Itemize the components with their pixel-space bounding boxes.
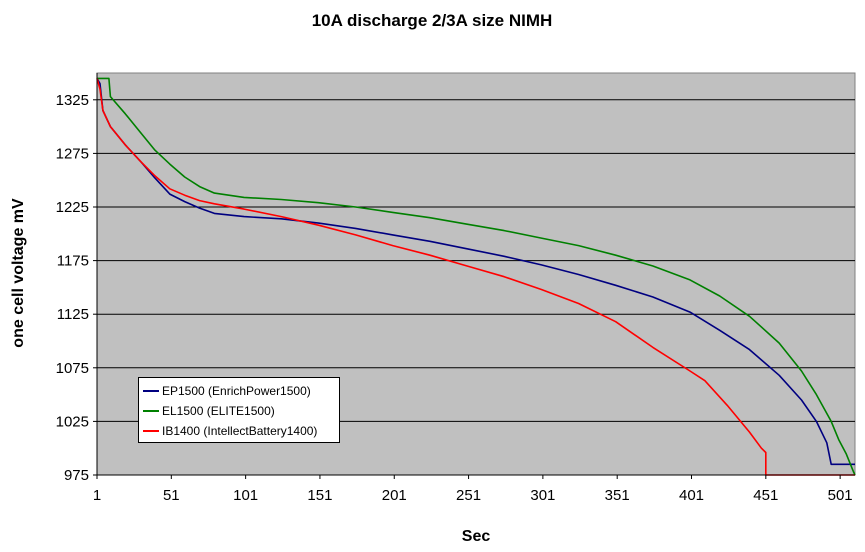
y-tick-label-1125: 1125 <box>57 306 89 323</box>
y-tick-label-1275: 1275 <box>56 145 89 162</box>
x-tick-label-1: 1 <box>93 487 101 504</box>
legend-item-ep1500: EP1500 (EnrichPower1500) <box>143 381 335 401</box>
y-tick-label-1225: 1225 <box>56 199 89 216</box>
legend-label-el1500: EL1500 (ELITE1500) <box>162 404 275 418</box>
x-tick-label-301: 301 <box>530 487 555 504</box>
chart-title: 10A discharge 2/3A size NIMH <box>312 11 553 30</box>
x-tick-label-401: 401 <box>679 487 704 504</box>
legend-label-ib1400: IB1400 (IntellectBattery1400) <box>162 424 318 438</box>
y-axis-label: one cell voltage mV <box>10 198 27 348</box>
y-tick-label-1325: 1325 <box>56 92 89 109</box>
legend-item-el1500: EL1500 (ELITE1500) <box>143 401 335 421</box>
y-tick-label-975: 975 <box>64 467 89 484</box>
legend-swatch-ib1400 <box>143 430 159 432</box>
x-tick-label-451: 451 <box>753 487 778 504</box>
x-tick-label-151: 151 <box>307 487 332 504</box>
legend-label-ep1500: EP1500 (EnrichPower1500) <box>162 384 311 398</box>
x-tick-label-51: 51 <box>163 487 180 504</box>
legend-item-ib1400: IB1400 (IntellectBattery1400) <box>143 421 335 441</box>
legend-swatch-el1500 <box>143 410 159 412</box>
x-tick-label-501: 501 <box>828 487 853 504</box>
x-tick-label-251: 251 <box>456 487 481 504</box>
series-line-2 <box>96 78 855 476</box>
x-tick-label-351: 351 <box>605 487 630 504</box>
series-line-1 <box>97 77 856 476</box>
series-lines <box>96 77 856 476</box>
x-axis-label: Sec <box>462 528 491 545</box>
legend-swatch-ep1500 <box>143 390 159 392</box>
y-tick-label-1025: 1025 <box>56 413 89 430</box>
y-tick-label-1175: 1175 <box>57 253 89 270</box>
x-tick-label-201: 201 <box>382 487 407 504</box>
x-tick-label-101: 101 <box>233 487 258 504</box>
legend: EP1500 (EnrichPower1500) EL1500 (ELITE15… <box>138 377 340 443</box>
y-tick-label-1075: 1075 <box>56 360 89 377</box>
